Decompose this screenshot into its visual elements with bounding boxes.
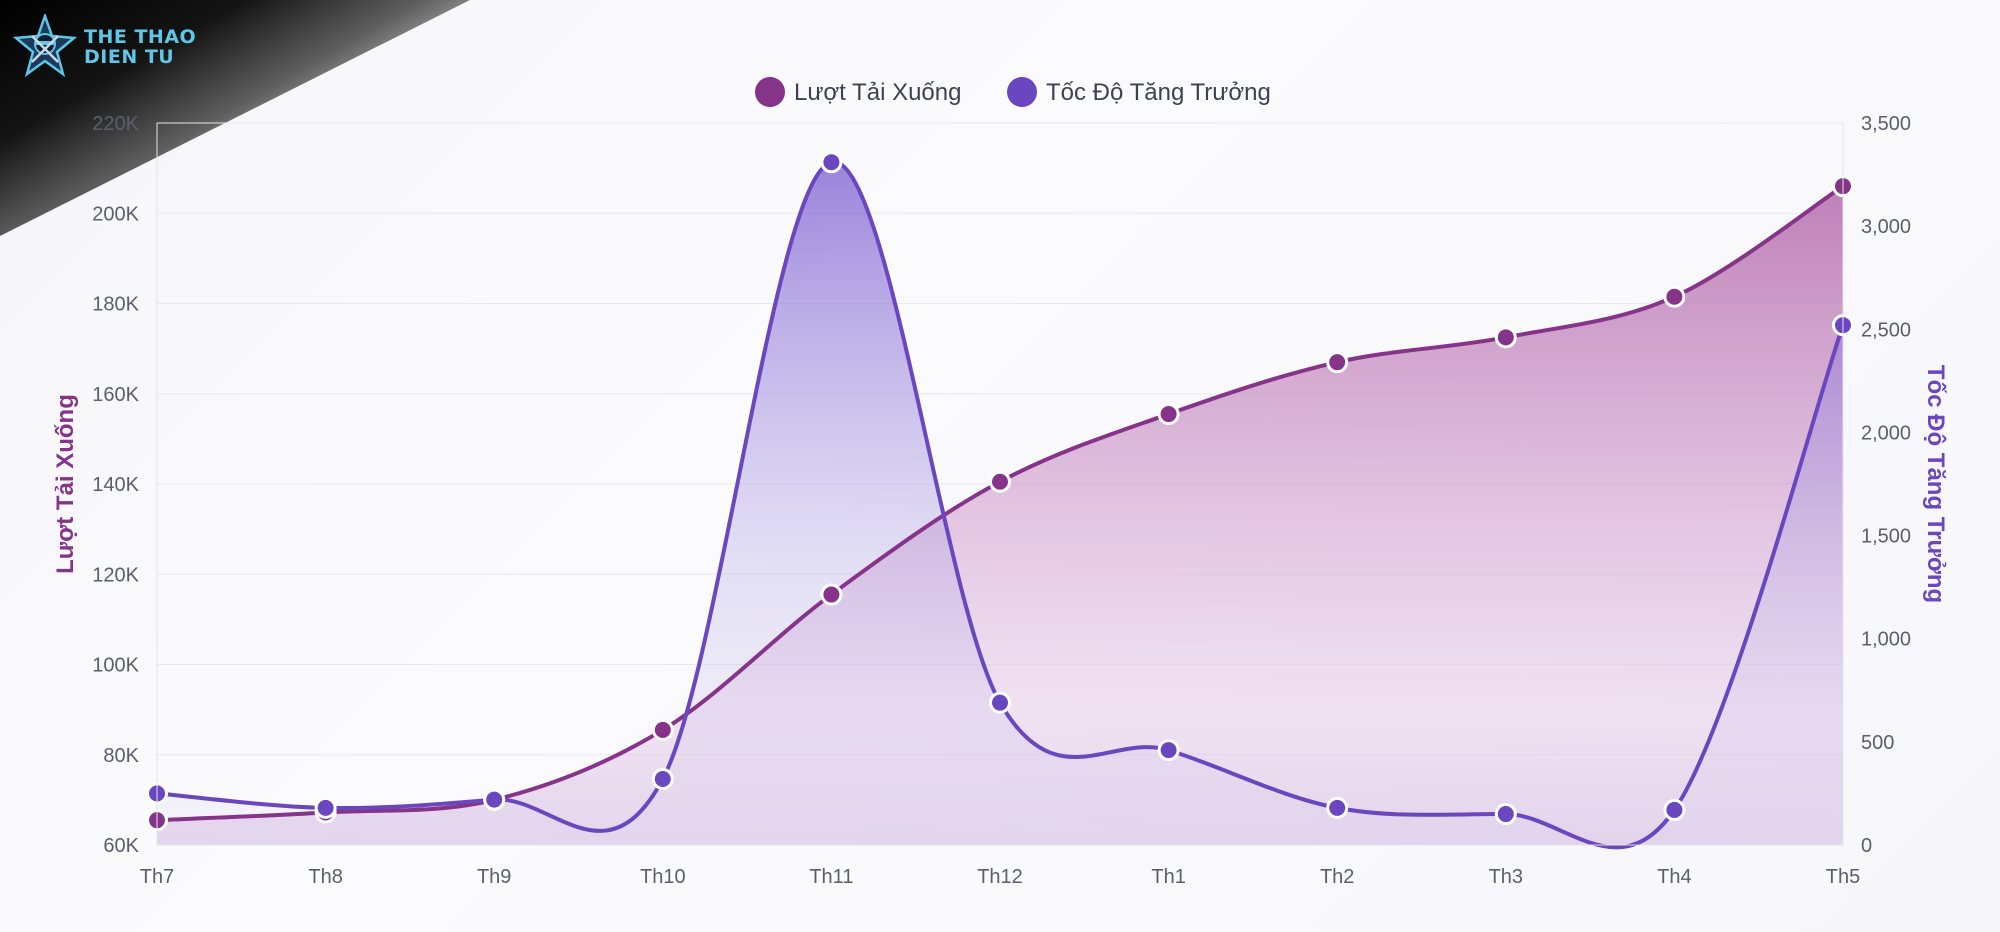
y-right-axis-title: Tốc Độ Tăng Trưởng xyxy=(1922,365,1949,603)
x-tick-label: Th8 xyxy=(308,866,342,888)
data-point[interactable] xyxy=(483,788,506,811)
x-tick-label: Th3 xyxy=(1489,866,1523,888)
y-left-tick-label: 160K xyxy=(92,384,139,406)
y-left-tick-label: 220K xyxy=(92,113,139,135)
y-left-tick-label: 120K xyxy=(92,564,139,586)
data-point[interactable] xyxy=(651,718,674,741)
brand-name-line2: DIEN TU xyxy=(84,46,175,68)
data-point[interactable] xyxy=(989,691,1011,714)
x-tick-label: Th11 xyxy=(809,866,853,888)
data-point[interactable] xyxy=(1157,739,1180,762)
data-point[interactable] xyxy=(1326,796,1349,819)
y-right-tick-label: 0 xyxy=(1861,835,1872,857)
brand-logo: THE THAO DIEN TU xyxy=(12,14,196,80)
data-point[interactable] xyxy=(820,151,843,174)
ninja-star-icon xyxy=(12,14,78,78)
data-point[interactable] xyxy=(820,583,843,606)
x-tick-label: Th9 xyxy=(477,866,511,888)
y-left-tick-label: 140K xyxy=(92,474,139,496)
data-point[interactable] xyxy=(1494,803,1517,826)
y-right-tick-label: 1,000 xyxy=(1861,629,1911,651)
x-tick-label: Th12 xyxy=(977,866,1023,888)
series-line-2 xyxy=(156,160,1845,850)
y-right-tick-label: 3,000 xyxy=(1861,216,1911,238)
legend-label[interactable]: Lượt Tải Xuống xyxy=(794,79,961,106)
legend-swatch xyxy=(1007,77,1037,107)
data-point[interactable] xyxy=(651,767,674,790)
x-tick-label: Th10 xyxy=(640,866,686,888)
y-right-tick-label: 500 xyxy=(1861,732,1894,754)
x-tick-label: Th4 xyxy=(1657,866,1691,888)
y-left-axis-title: Lượt Tải Xuống xyxy=(52,394,79,574)
axes: 60K 80K 100K 120K 140K 160K 180K 200K 220K 0 500 1,… xyxy=(52,113,1949,888)
x-tick-label: Th7 xyxy=(140,866,174,888)
brand-name-line1: THE THAO xyxy=(84,26,197,48)
data-point[interactable] xyxy=(1326,351,1349,374)
data-point[interactable] xyxy=(1663,285,1686,308)
legend-label[interactable]: Tốc Độ Tăng Trưởng xyxy=(1046,79,1271,106)
y-right-tick-label: 1,500 xyxy=(1861,526,1911,548)
x-tick-label: Th2 xyxy=(1320,866,1354,888)
x-tick-label: Th5 xyxy=(1826,866,1860,888)
legend: Lượt Tải Xuống Tốc Độ Tăng Trưởng xyxy=(755,77,1271,107)
data-point[interactable] xyxy=(1494,326,1517,349)
y-right-tick-label: 2,000 xyxy=(1861,422,1911,444)
y-left-tick-label: 200K xyxy=(92,203,139,225)
y-left-tick-label: 180K xyxy=(92,294,139,316)
y-left-tick-label: 80K xyxy=(103,745,139,767)
y-right-tick-label: 3,500 xyxy=(1861,113,1911,135)
data-point[interactable] xyxy=(1157,403,1180,426)
data-point[interactable] xyxy=(314,796,337,819)
y-right-tick-label: 2,500 xyxy=(1861,319,1911,341)
y-left-tick-label: 100K xyxy=(92,655,139,677)
data-point[interactable] xyxy=(989,470,1011,493)
data-point[interactable] xyxy=(1663,798,1686,821)
legend-swatch xyxy=(755,77,785,107)
y-left-tick-label: 60K xyxy=(103,835,139,857)
series-areas xyxy=(157,161,1843,848)
x-tick-label: Th1 xyxy=(1151,866,1185,888)
